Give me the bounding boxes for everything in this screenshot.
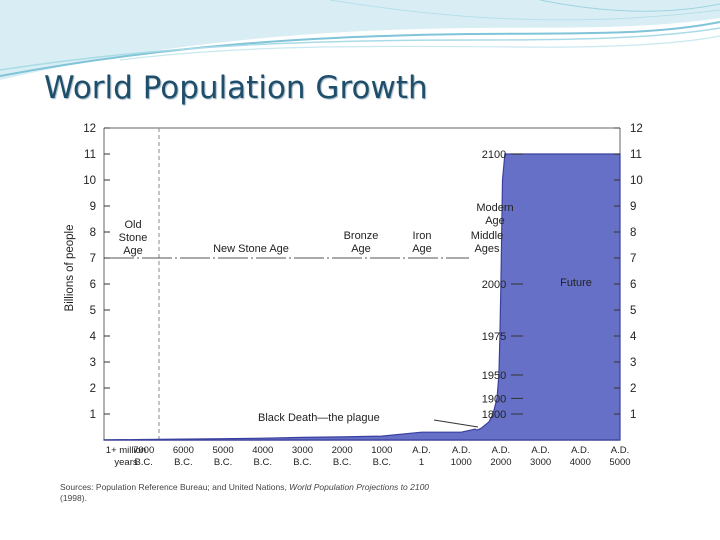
y-tick-label-right: 1 — [630, 409, 636, 421]
x-tick-label: A.D. 4000 — [570, 445, 591, 468]
x-tick-label: 1+ million years — [106, 445, 146, 468]
y-tick-label-right: 4 — [630, 331, 637, 343]
y-axis-label: Billions of people — [64, 225, 76, 312]
population-area — [103, 153, 621, 441]
future-label: Future — [560, 277, 592, 289]
y-tick-label-right: 2 — [630, 383, 636, 395]
year-markers: 1800 1900 1950 1975 2000 2100 — [482, 149, 523, 421]
y-tick-label: 5 — [90, 305, 96, 317]
area-layer — [103, 153, 621, 441]
y-tick-label-right: 5 — [630, 305, 636, 317]
x-tick-label: 5000 B.C. — [213, 445, 234, 468]
y-tick-label: 2 — [90, 383, 96, 395]
black-death-pointer — [433, 419, 479, 428]
year-marker-label: 2000 — [482, 279, 506, 291]
y-tick-label-right: 9 — [630, 201, 636, 213]
slide-title: World Population Growth — [44, 70, 428, 106]
source-note: Sources: Population Reference Bureau; an… — [60, 482, 620, 504]
source-italic: World Population Projections to 2100 — [289, 482, 430, 492]
year-marker-label: 1975 — [482, 331, 506, 343]
y-tick-label: 11 — [84, 149, 96, 161]
era-label: Iron Age — [412, 230, 432, 255]
x-tick-label: A.D. 3000 — [530, 445, 551, 468]
x-tick-label: A.D. 2000 — [490, 445, 511, 468]
year-marker-label: 1950 — [482, 370, 506, 382]
source-prefix: Sources: Population Reference Bureau; an… — [60, 482, 290, 492]
x-tick-label: 7000 B.C. — [133, 445, 154, 468]
y-tick-label: 9 — [90, 201, 96, 213]
y-tick-label-right: 3 — [630, 357, 636, 369]
year-marker-label: 1800 — [482, 409, 506, 421]
era-label: Modern Age — [476, 202, 513, 227]
y-tick-label-right: 7 — [630, 253, 636, 265]
y-tick-label-right: 10 — [630, 175, 643, 187]
year-marker-label: 1900 — [482, 393, 506, 405]
y-tick-label: 8 — [90, 227, 96, 239]
y-tick-label: 1 — [90, 409, 96, 421]
y-tick-label: 10 — [83, 175, 96, 187]
black-death-label: Black Death—the plague — [258, 412, 380, 424]
era-label: Middle Ages — [471, 230, 503, 255]
y-tick-label-right: 12 — [630, 123, 643, 135]
x-tick-label: 3000 B.C. — [292, 445, 313, 468]
x-tick-label: 4000 B.C. — [252, 445, 273, 468]
year-marker-label: 2100 — [482, 149, 506, 161]
era-label: New Stone Age — [213, 243, 289, 255]
y-tick-label: 12 — [83, 123, 96, 135]
era-label: Old Stone Age — [119, 219, 148, 257]
annotations: Black Death—the plague Future — [258, 277, 592, 428]
source-suffix: (1998). — [60, 493, 87, 503]
era-label: Bronze Age — [344, 230, 379, 255]
x-tick-label: 1000 B.C. — [371, 445, 392, 468]
x-tick-label: A.D. 1 — [412, 445, 430, 468]
y-tick-label: 7 — [90, 253, 96, 265]
x-tick-label: 6000 B.C. — [173, 445, 194, 468]
x-tick-label: A.D. 1000 — [451, 445, 472, 468]
y-tick-label: 3 — [90, 357, 96, 369]
y-tick-label-right: 8 — [630, 227, 636, 239]
x-tick-label: 2000 B.C. — [332, 445, 353, 468]
y-tick-label: 6 — [90, 279, 96, 291]
slide-wave-decoration — [0, 0, 720, 80]
population-figure: 1 2 3 4 5 6 7 8 9 10 11 12 1 2 3 4 5 6 7 8 9 10 11 12 1+ milli… — [38, 108, 665, 512]
y-tick-label-right: 11 — [630, 149, 642, 161]
y-tick-label: 4 — [90, 331, 97, 343]
era-labels: Old Stone Age New Stone Age Bronze Age Iron Age… — [119, 202, 514, 257]
x-tick-label: A.D. 5000 — [609, 445, 630, 468]
y-tick-label-right: 6 — [630, 279, 636, 291]
